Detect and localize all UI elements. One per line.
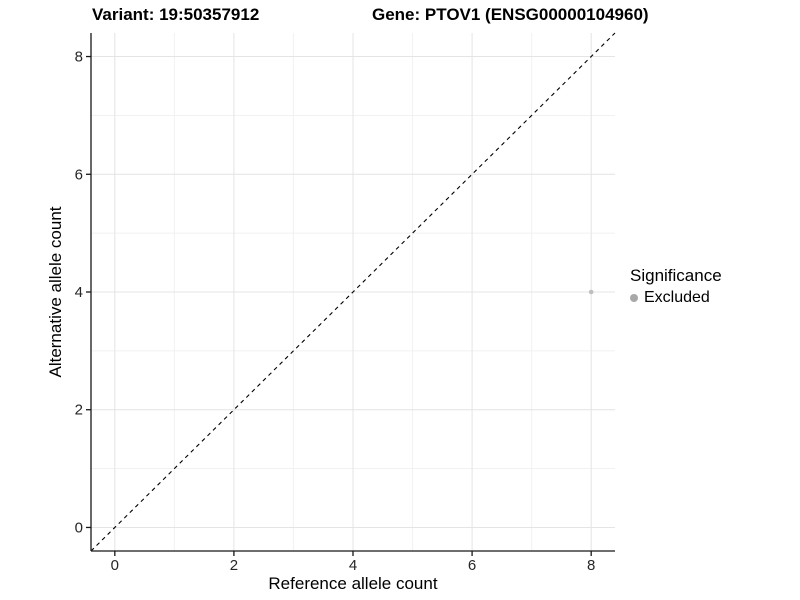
data-point <box>588 289 594 295</box>
y-tick-label: 8 <box>75 49 83 66</box>
x-axis-title: Reference allele count <box>268 574 438 593</box>
x-tick-label: 4 <box>349 557 357 574</box>
y-tick-label: 0 <box>75 519 83 536</box>
y-tick-label: 4 <box>75 284 83 301</box>
legend-title: Significance <box>630 266 722 285</box>
legend-item-label: Excluded <box>644 289 710 306</box>
y-tick-label: 2 <box>75 402 83 419</box>
y-tick-label: 6 <box>75 166 83 183</box>
x-tick-label: 6 <box>468 557 476 574</box>
x-tick-label: 0 <box>111 557 119 574</box>
legend-point-icon <box>630 294 638 302</box>
x-tick-label: 8 <box>587 557 595 574</box>
plot-title-gene: Gene: PTOV1 (ENSG00000104960) <box>372 5 649 24</box>
legend: Significance Excluded <box>630 266 722 307</box>
legend-item: Excluded <box>630 289 722 307</box>
legend-items: Excluded <box>630 289 722 307</box>
identity-dashed-line <box>90 32 616 552</box>
y-axis-title: Alternative allele count <box>46 206 65 378</box>
plot-title-variant: Variant: 19:50357912 <box>92 5 260 24</box>
x-tick-label: 2 <box>230 557 238 574</box>
